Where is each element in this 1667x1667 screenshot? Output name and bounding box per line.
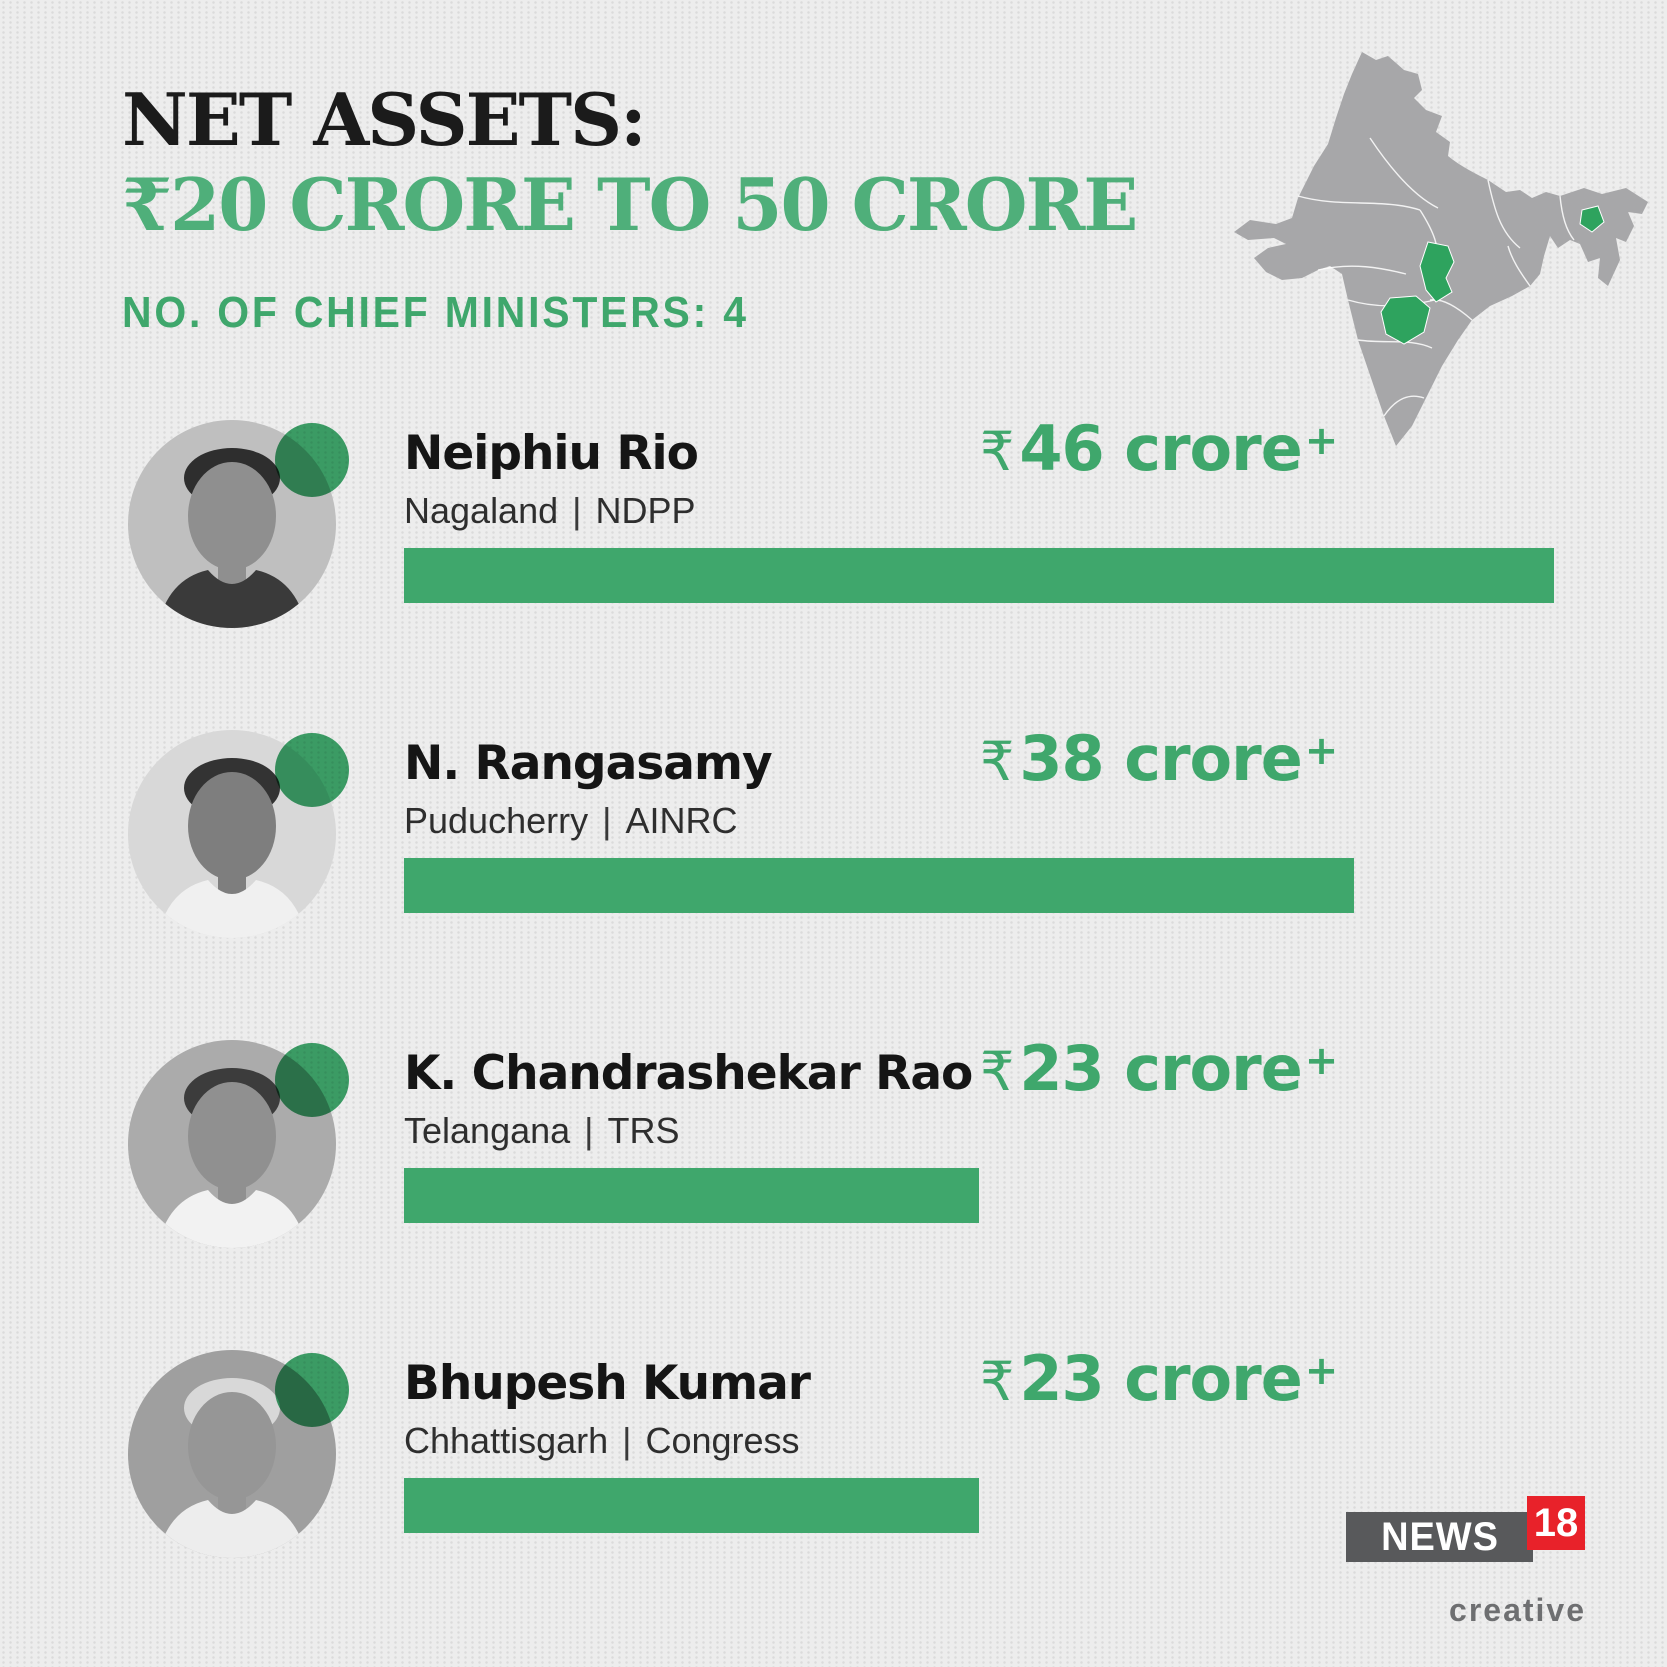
value-amount: 23 crore xyxy=(1019,1342,1302,1415)
portrait-shoulders xyxy=(156,880,308,938)
state-nagaland xyxy=(1579,205,1605,233)
value-plus: + xyxy=(1304,728,1339,774)
news18-logo-news-text: NEWS xyxy=(1380,1514,1499,1559)
minister-row: Neiphiu Rio Nagaland | NDPP ₹46 crore+ xyxy=(128,412,1558,730)
news18-logo-news-box: NEWS xyxy=(1346,1512,1533,1562)
green-dot-badge xyxy=(275,423,349,497)
green-dot-badge xyxy=(275,733,349,807)
news18-logo-creative-text: creative xyxy=(1449,1592,1586,1628)
net-assets-value: ₹23 crore+ xyxy=(980,1342,1338,1415)
value-plus: + xyxy=(1304,1038,1339,1084)
portrait-neck xyxy=(218,1490,246,1516)
portrait-shoulders xyxy=(156,1500,308,1558)
asset-bar xyxy=(404,858,1354,913)
news18-logo-18-text: 18 xyxy=(1533,1500,1579,1545)
minister-state: Chhattisgarh xyxy=(404,1420,609,1461)
minister-party: Congress xyxy=(645,1420,800,1461)
news18-logo: NEWS 18 creative xyxy=(1346,1496,1590,1628)
state-telangana xyxy=(1380,295,1431,345)
state-chhattisgarh xyxy=(1419,241,1455,303)
minister-state: Puducherry xyxy=(404,800,589,841)
header: NET ASSETS: ₹20 CRORE TO 50 CRORE NO. OF… xyxy=(122,77,1138,338)
asset-bar xyxy=(404,1168,979,1223)
minister-state: Telangana xyxy=(404,1110,571,1151)
title-line1: NET ASSETS: xyxy=(122,77,647,162)
portrait-neck xyxy=(218,560,246,586)
portrait-head xyxy=(188,462,276,570)
portrait-shoulders xyxy=(156,570,308,628)
value-amount: 46 crore xyxy=(1019,412,1302,485)
news18-logo-18-box: 18 xyxy=(1527,1496,1585,1550)
minister-name: K. Chandrashekar Rao xyxy=(404,1046,973,1101)
minister-state-party: Nagaland | NDPP xyxy=(404,490,696,532)
rupee-sign: ₹ xyxy=(980,1350,1015,1413)
minister-row: K. Chandrashekar Rao Telangana | TRS ₹23 c… xyxy=(128,1032,1558,1350)
asset-bar-track xyxy=(404,548,1554,603)
net-assets-value: ₹23 crore+ xyxy=(980,1032,1338,1105)
portrait-neck xyxy=(218,1180,246,1206)
rupee-sign: ₹ xyxy=(980,1040,1015,1103)
portrait-head xyxy=(188,772,276,880)
asset-bar xyxy=(404,1478,979,1533)
minister-name: Neiphiu Rio xyxy=(404,426,699,481)
asset-bar-track xyxy=(404,858,1554,913)
state-party-separator: | xyxy=(622,1420,632,1461)
net-assets-value: ₹46 crore+ xyxy=(980,412,1338,485)
minister-state-party: Chhattisgarh | Congress xyxy=(404,1420,800,1462)
title-line2: ₹20 CRORE TO 50 CRORE xyxy=(122,161,1138,247)
minister-party: NDPP xyxy=(595,490,696,531)
minister-party: AINRC xyxy=(625,800,738,841)
minister-photo xyxy=(128,1350,349,1558)
minister-state-party: Telangana | TRS xyxy=(404,1110,680,1152)
ministers-list: Neiphiu Rio Nagaland | NDPP ₹46 crore+ N. … xyxy=(128,412,1558,1660)
minister-row: N. Rangasamy Puducherry | AINRC ₹38 crore+ xyxy=(128,722,1558,1040)
portrait-head xyxy=(188,1392,276,1500)
portrait-head xyxy=(188,1082,276,1190)
asset-bar-track xyxy=(404,1478,1554,1533)
minister-party: TRS xyxy=(607,1110,680,1151)
minister-state-party: Puducherry | AINRC xyxy=(404,800,737,842)
asset-bar xyxy=(404,548,1554,603)
state-party-separator: | xyxy=(602,800,612,841)
state-party-separator: | xyxy=(584,1110,594,1151)
value-amount: 38 crore xyxy=(1019,722,1302,795)
net-assets-value: ₹38 crore+ xyxy=(980,722,1338,795)
value-plus: + xyxy=(1304,1348,1339,1394)
india-map xyxy=(1234,52,1648,446)
minister-photo xyxy=(128,420,349,628)
page-title: NET ASSETS: ₹20 CRORE TO 50 CRORE xyxy=(122,77,1138,248)
minister-state: Nagaland xyxy=(404,490,559,531)
subtitle-cm-count: NO. OF CHIEF MINISTERS: 4 xyxy=(122,287,749,337)
minister-name: Bhupesh Kumar xyxy=(404,1356,811,1411)
value-plus: + xyxy=(1304,418,1339,464)
minister-name: N. Rangasamy xyxy=(404,736,773,791)
rupee-sign: ₹ xyxy=(980,420,1015,483)
green-dot-badge xyxy=(275,1353,349,1427)
green-dot-badge xyxy=(275,1043,349,1117)
value-amount: 23 crore xyxy=(1019,1032,1302,1105)
portrait-shoulders xyxy=(156,1190,308,1248)
asset-bar-track xyxy=(404,1168,1554,1223)
minister-photo xyxy=(128,1040,349,1248)
portrait-neck xyxy=(218,870,246,896)
minister-row: Bhupesh Kumar Chhattisgarh | Congress ₹23 … xyxy=(128,1342,1558,1660)
state-party-separator: | xyxy=(572,490,582,531)
rupee-sign: ₹ xyxy=(980,730,1015,793)
minister-photo xyxy=(128,730,349,938)
